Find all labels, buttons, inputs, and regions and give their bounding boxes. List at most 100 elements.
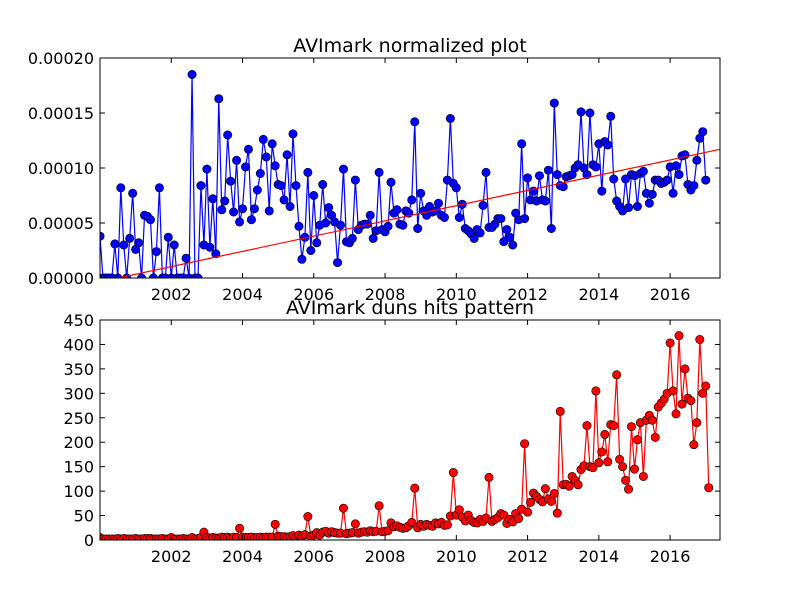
- data-point: [624, 484, 634, 494]
- data-point: [154, 183, 164, 193]
- data-point: [692, 155, 702, 165]
- data-point: [383, 221, 393, 231]
- data-point: [413, 224, 423, 234]
- data-point: [208, 194, 218, 204]
- data-point: [632, 202, 642, 212]
- data-point: [312, 238, 322, 248]
- y-tick-label: 0.00015: [28, 104, 94, 123]
- data-point: [276, 181, 286, 191]
- data-point: [523, 173, 533, 183]
- data-point: [632, 435, 642, 445]
- data-point: [603, 140, 613, 150]
- data-point: [689, 181, 699, 191]
- data-point: [582, 421, 592, 431]
- data-point: [540, 196, 550, 206]
- data-point: [303, 167, 313, 177]
- data-point: [454, 213, 464, 223]
- data-point: [647, 415, 657, 425]
- data-point: [546, 496, 556, 506]
- x-tick-label: 2008: [365, 547, 406, 566]
- data-point: [386, 177, 396, 187]
- x-tick-label: 2010: [436, 547, 477, 566]
- data-point: [110, 239, 120, 249]
- data-point: [594, 458, 604, 468]
- data-point: [603, 457, 613, 467]
- data-point: [347, 233, 357, 243]
- data-point: [374, 167, 384, 177]
- chart-title: AVImark duns hits pattern: [286, 297, 534, 319]
- data-point: [270, 161, 280, 171]
- data-point: [606, 111, 616, 121]
- plot-area: [100, 331, 714, 540]
- data-point: [217, 205, 227, 215]
- y-tick-label: 0.00020: [28, 49, 94, 68]
- data-point: [629, 464, 639, 474]
- y-tick-label: 0.00010: [28, 159, 94, 178]
- x-tick-label: 2016: [650, 285, 691, 304]
- data-point: [609, 174, 619, 184]
- data-point: [671, 409, 681, 419]
- y-tick-label: 200: [63, 433, 94, 452]
- data-point: [638, 471, 648, 481]
- data-point: [597, 447, 607, 457]
- data-point: [546, 224, 556, 234]
- data-point: [520, 214, 530, 224]
- data-point: [374, 501, 384, 511]
- data-point: [448, 468, 458, 478]
- data-point: [692, 418, 702, 428]
- x-tick-label: 2008: [365, 285, 406, 304]
- data-point: [318, 180, 328, 190]
- data-point: [258, 134, 268, 144]
- chart-normalized-plot: AVImark normalized plot 2002 2004 2006 2008 2…: [28, 35, 721, 304]
- data-point: [564, 481, 574, 491]
- data-point: [288, 129, 298, 139]
- x-tick-label: 2010: [436, 285, 477, 304]
- data-point: [523, 507, 533, 517]
- data-point: [591, 386, 601, 396]
- data-point: [624, 203, 634, 213]
- data-point: [549, 489, 559, 499]
- data-point: [232, 155, 242, 165]
- data-point: [650, 432, 660, 442]
- data-point: [252, 185, 262, 195]
- data-point: [621, 475, 631, 485]
- data-point: [368, 233, 378, 243]
- data-point: [668, 386, 678, 396]
- y-tick-label: 400: [63, 335, 94, 354]
- data-point: [285, 202, 295, 212]
- data-point: [255, 169, 265, 179]
- data-point: [267, 139, 277, 149]
- data-point: [609, 421, 619, 431]
- data-point: [689, 440, 699, 450]
- data-point: [264, 206, 274, 216]
- data-point: [279, 195, 289, 205]
- data-point: [439, 213, 449, 223]
- data-point: [238, 204, 248, 214]
- data-point: [205, 242, 215, 252]
- data-point: [543, 165, 553, 175]
- data-point: [270, 519, 280, 529]
- data-point: [226, 176, 236, 186]
- data-point: [704, 483, 714, 493]
- data-point: [243, 144, 253, 154]
- data-point: [552, 508, 562, 518]
- data-point: [517, 139, 527, 149]
- chart-title: AVImark normalized plot: [293, 35, 526, 57]
- data-point: [701, 381, 711, 391]
- axes-frame: [99, 319, 721, 541]
- data-point: [618, 462, 628, 472]
- data-point: [128, 188, 138, 198]
- data-point: [282, 150, 292, 160]
- data-point: [540, 484, 550, 494]
- x-tick-label: 2006: [293, 547, 334, 566]
- data-point: [680, 364, 690, 374]
- data-point: [638, 166, 648, 176]
- data-point: [433, 198, 443, 208]
- data-point: [600, 429, 610, 439]
- data-point: [549, 98, 559, 108]
- data-point: [585, 108, 595, 118]
- data-point: [612, 370, 622, 380]
- data-point: [410, 117, 420, 127]
- y-tick-label: 0.00005: [28, 214, 94, 233]
